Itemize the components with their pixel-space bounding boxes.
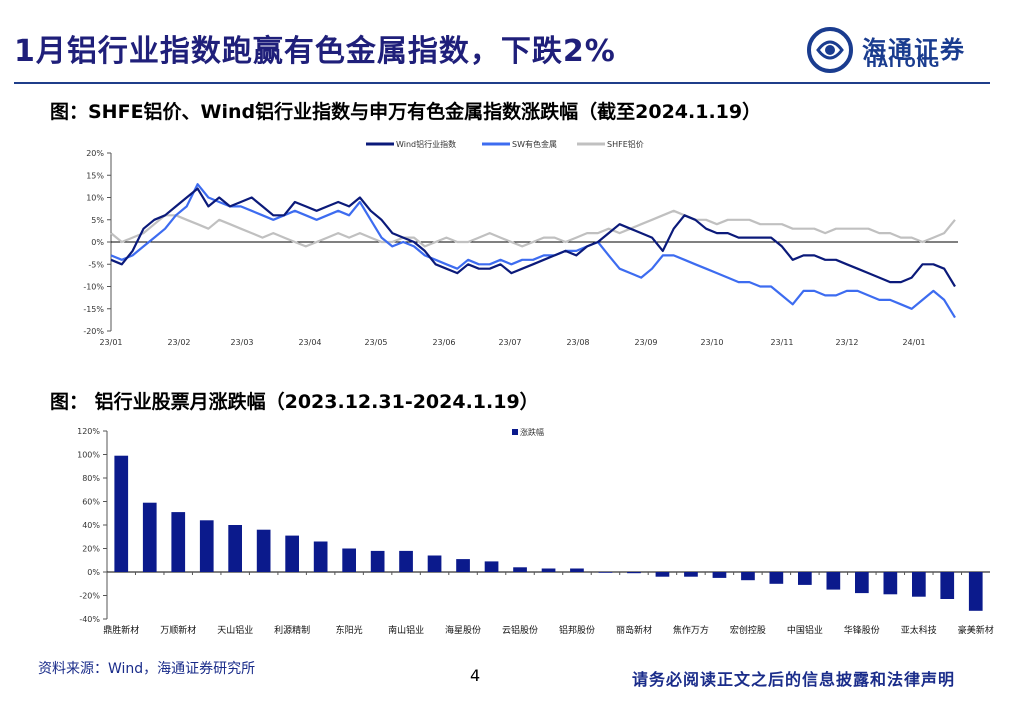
- x-tick-label: 海星股份: [445, 624, 481, 636]
- x-tick-label: 23/03: [230, 338, 253, 347]
- y-tick-label: -5%: [88, 260, 104, 269]
- y-tick-label: 120%: [77, 427, 100, 436]
- y-tick-label: 100%: [77, 451, 100, 460]
- bar: [684, 572, 698, 577]
- y-tick-label: -20%: [83, 327, 104, 336]
- x-tick-label: 豪美新材: [958, 624, 994, 636]
- header-divider: [14, 82, 990, 84]
- y-tick-label: 15%: [86, 171, 104, 180]
- bar: [513, 567, 527, 572]
- bar: [484, 561, 499, 572]
- y-tick-label: 40%: [82, 521, 100, 530]
- x-tick-label: 南山铝业: [388, 624, 424, 636]
- y-tick-label: 80%: [82, 474, 100, 483]
- bar: [114, 455, 129, 572]
- x-tick-label: 23/12: [835, 338, 858, 347]
- bar: [598, 572, 613, 573]
- x-tick-label: 焦作万方: [673, 624, 709, 636]
- y-tick-label: -15%: [83, 305, 104, 314]
- logo-chinese-text: 海通证券: [862, 36, 966, 64]
- x-tick-label: 23/07: [498, 338, 521, 347]
- bar: [570, 568, 584, 572]
- x-tick-label: 天山铝业: [217, 624, 253, 636]
- x-tick-label: 云铝股份: [502, 624, 538, 636]
- bar: [912, 572, 926, 597]
- legend-label: SHFE铝价: [607, 139, 644, 149]
- x-tick-label: 丽岛新材: [616, 624, 652, 636]
- x-tick-label: 华锋股份: [844, 624, 880, 636]
- x-tick-label: 23/06: [432, 338, 455, 347]
- x-tick-label: 亚太科技: [901, 624, 937, 636]
- x-tick-label: 23/09: [634, 338, 657, 347]
- haitong-logo-icon: [807, 27, 853, 73]
- bar: [456, 559, 470, 572]
- series-line-0: [110, 187, 956, 288]
- x-tick-label: 23/05: [364, 338, 387, 347]
- bar: [769, 572, 784, 584]
- x-tick-label: 23/10: [700, 338, 723, 347]
- legend-label: SW有色金属: [512, 139, 557, 149]
- chart2-caption: 图： 铝行业股票月涨跌幅（2023.12.31-2024.1.19）: [50, 391, 539, 413]
- legend-swatch: [512, 429, 518, 435]
- bar: [427, 555, 442, 572]
- y-tick-label: -20%: [79, 592, 100, 601]
- page-title: 1月铝行业指数跑赢有色金属指数，下跌2%: [14, 34, 616, 69]
- x-tick-label: 23/02: [167, 338, 190, 347]
- x-tick-label: 宏创控股: [730, 624, 766, 636]
- bar: [968, 572, 983, 611]
- series-line-1: [110, 183, 956, 319]
- x-tick-label: 23/11: [770, 338, 793, 347]
- bar: [741, 572, 755, 581]
- chart1-caption: 图：SHFE铝价、Wind铝行业指数与申万有色金属指数涨跌幅（截至2024.1.…: [50, 101, 762, 123]
- haitong-logo: 海通证券 HAITONG: [806, 26, 996, 76]
- logo-english-text: HAITONG: [866, 56, 941, 71]
- y-tick-label: 10%: [86, 194, 104, 203]
- x-tick-label: 23/04: [298, 338, 321, 347]
- bar: [712, 572, 727, 578]
- bar: [940, 572, 955, 599]
- bar: [798, 572, 812, 585]
- x-tick-label: 23/01: [99, 338, 122, 347]
- bar: [541, 568, 556, 572]
- bar: [627, 572, 641, 574]
- y-tick-label: -10%: [83, 283, 104, 292]
- bar: [199, 520, 214, 572]
- bar: [228, 525, 242, 572]
- x-tick-label: 24/01: [902, 338, 925, 347]
- bar: [883, 572, 898, 595]
- y-tick-label: 20%: [82, 545, 100, 554]
- legend-label: 涨跌幅: [520, 427, 544, 437]
- bar: [370, 550, 385, 572]
- y-tick-label: 60%: [82, 498, 100, 507]
- bar: [342, 548, 356, 572]
- bar: [142, 502, 157, 572]
- bar: [256, 529, 271, 572]
- y-tick-label: 0%: [87, 568, 100, 577]
- x-tick-label: 万顺新材: [160, 624, 196, 636]
- x-tick-label: 中国铝业: [787, 624, 823, 636]
- bar: [855, 572, 869, 594]
- y-tick-label: 20%: [86, 149, 104, 158]
- legend-label: Wind铝行业指数: [396, 139, 456, 149]
- x-tick-label: 鼎胜新材: [103, 624, 139, 636]
- bar: [826, 572, 841, 590]
- bar: [655, 572, 670, 577]
- x-tick-label: 东阳光: [336, 624, 363, 636]
- series-line-2: [110, 209, 956, 248]
- y-tick-label: 5%: [91, 216, 104, 225]
- bar: [399, 550, 413, 572]
- x-tick-label: 23/08: [566, 338, 589, 347]
- bar: [285, 535, 299, 572]
- bar: [313, 541, 328, 572]
- x-tick-label: 铝邦股份: [559, 624, 595, 636]
- page-number: 4: [470, 666, 481, 685]
- y-tick-label: 0%: [91, 238, 104, 247]
- y-tick-label: -40%: [79, 615, 100, 624]
- x-tick-label: 利源精制: [274, 624, 310, 636]
- disclaimer: 请务必阅读正文之后的信息披露和法律声明: [632, 670, 956, 689]
- bar: [171, 512, 186, 572]
- source-note: 资料来源：Wind，海通证券研究所: [38, 661, 256, 677]
